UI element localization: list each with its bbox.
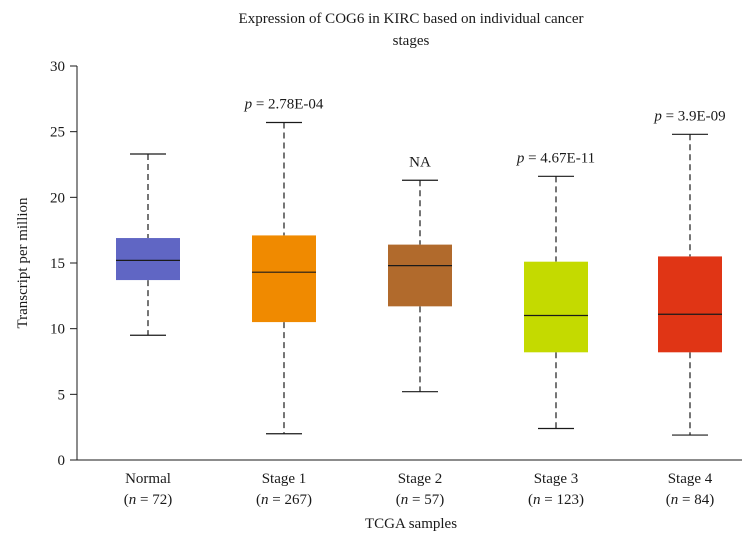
x-axis-title: TCGA samples <box>365 516 457 532</box>
y-tick-label: 5 <box>58 387 66 403</box>
iqr-box <box>658 256 722 353</box>
box-stage-3: p = 4.67E-11 <box>516 150 595 430</box>
sample-size-label: (n = 84) <box>666 492 714 508</box>
x-tick-label: Stage 4 <box>668 471 713 487</box>
x-axis-labels: Normal (n = 72) Stage 1 (n = 267) Stage 2 (n … <box>124 471 714 508</box>
x-tick-label: Stage 2 <box>398 471 443 487</box>
significance-annotation: p = 4.67E-11 <box>516 150 595 166</box>
y-axis-ticks: 0 5 10 15 20 25 30 <box>50 59 77 469</box>
sample-size-label: (n = 57) <box>396 492 444 508</box>
significance-annotation: p = 3.9E-09 <box>653 108 725 124</box>
x-tick-label: Stage 1 <box>262 471 307 487</box>
iqr-box <box>116 238 180 281</box>
chart-title: Expression of COG6 in KIRC based on indi… <box>239 11 584 27</box>
sample-size-label: (n = 267) <box>256 492 312 508</box>
box-stage-4: p = 3.9E-09 <box>653 108 726 436</box>
significance-annotation: p = 2.78E-04 <box>244 96 324 112</box>
sample-size-label: (n = 123) <box>528 492 584 508</box>
x-tick-label: Normal <box>125 471 171 487</box>
y-tick-label: 20 <box>50 190 65 206</box>
significance-annotation: NA <box>409 154 431 170</box>
box-stage-1: p = 2.78E-04 <box>244 96 324 435</box>
sample-size-label: (n = 72) <box>124 492 172 508</box>
iqr-box <box>524 261 588 353</box>
y-tick-label: 10 <box>50 322 65 338</box>
iqr-box <box>388 244 452 307</box>
box-series: p = 2.78E-04 NA p = 4.67E-11 p = 3.9E-09 <box>116 96 726 436</box>
y-axis-title: Transcript per million <box>15 197 31 329</box>
y-tick-label: 30 <box>50 59 65 75</box>
box-stage-2: NA <box>388 154 452 393</box>
chart-title-line2: stages <box>393 33 430 49</box>
iqr-box <box>252 235 316 323</box>
box-normal <box>116 153 180 336</box>
y-tick-label: 25 <box>50 125 65 141</box>
y-tick-label: 0 <box>58 453 66 469</box>
y-tick-label: 15 <box>50 256 65 272</box>
x-tick-label: Stage 3 <box>534 471 579 487</box>
